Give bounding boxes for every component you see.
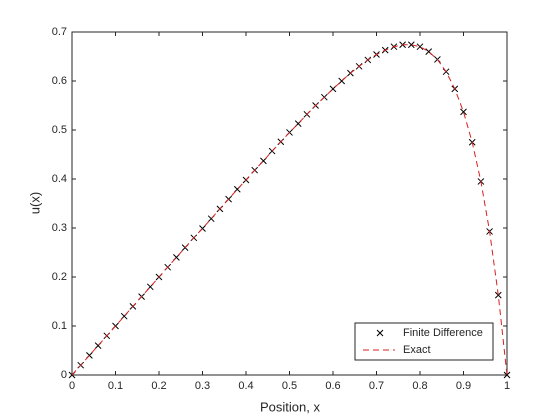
x-tick-label: 0 xyxy=(69,380,75,392)
y-tick-label: 0.7 xyxy=(52,26,67,38)
x-tick-label: 1 xyxy=(504,380,510,392)
y-tick-label: 0.2 xyxy=(52,271,67,283)
marker xyxy=(460,108,467,116)
x-tick-label: 0.5 xyxy=(282,380,297,392)
x-tick-label: 0.6 xyxy=(325,380,340,392)
legend-box xyxy=(354,322,494,361)
x-tick-label: 0.2 xyxy=(151,380,166,392)
x-tick-label: 0.1 xyxy=(108,380,123,392)
x-tick-label: 0.4 xyxy=(238,380,253,392)
y-tick-label: 0.3 xyxy=(52,222,67,234)
marker xyxy=(503,371,511,379)
y-tick-label: 0.1 xyxy=(52,320,67,332)
y-tick-label: 0.4 xyxy=(52,173,67,185)
marker xyxy=(376,329,384,337)
y-tick-label: 0.6 xyxy=(52,75,67,87)
x-axis-label: Position, x xyxy=(260,399,320,414)
plot-frame xyxy=(71,31,508,376)
marker xyxy=(407,41,415,49)
line xyxy=(71,44,508,376)
x-tick-label: 0.8 xyxy=(412,380,427,392)
legend-label: Finite Difference xyxy=(403,327,483,339)
x-tick-label: 0.7 xyxy=(369,380,384,392)
legend-label: Exact xyxy=(403,344,431,356)
x-tick-label: 0.9 xyxy=(456,380,471,392)
y-tick-label: 0.5 xyxy=(52,124,67,136)
y-tick-label: 0 xyxy=(61,369,67,381)
marker xyxy=(416,43,424,51)
x-tick-label: 0.3 xyxy=(195,380,210,392)
y-axis-label: u(x) xyxy=(27,192,42,214)
